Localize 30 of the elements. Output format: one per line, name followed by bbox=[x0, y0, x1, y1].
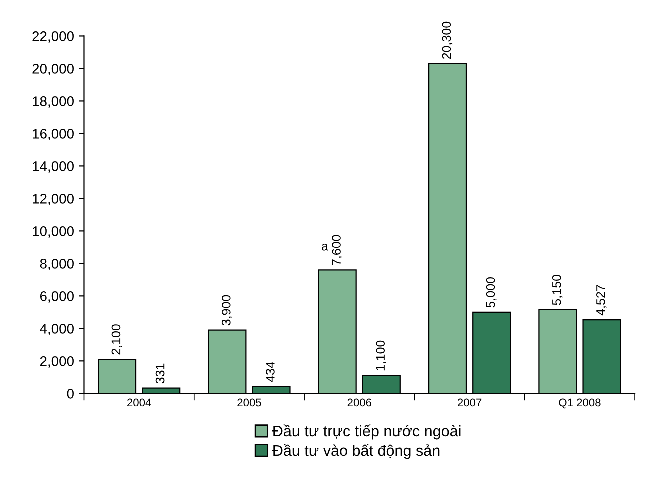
text: 5,000 bbox=[486, 277, 497, 308]
text: 5,150 bbox=[552, 275, 563, 306]
x-tick-label: 2006 bbox=[348, 398, 372, 407]
text: 1,100 bbox=[376, 340, 387, 371]
legend-label: Đầu tư trực tiếp nước ngoài bbox=[272, 424, 461, 440]
y-tick-label: 22,000 bbox=[32, 32, 74, 44]
y-tick-label: 4,000 bbox=[40, 324, 74, 336]
text: 2,100 bbox=[112, 324, 122, 355]
text: 7,600 bbox=[332, 235, 342, 266]
legend-label: Đầu tư vào bất động sản bbox=[272, 444, 440, 460]
y-tick-label: 16,000 bbox=[33, 129, 74, 141]
y-tick-label: 6,000 bbox=[40, 292, 74, 303]
text: 4,527 bbox=[596, 285, 607, 316]
y-tick-label: 12,000 bbox=[33, 194, 74, 206]
x-tick-label: Q1 2008 bbox=[559, 398, 601, 409]
y-tick-label: 18,000 bbox=[33, 96, 74, 108]
x-tick-label: 2007 bbox=[458, 398, 482, 407]
text: 331 bbox=[156, 364, 165, 384]
text: 3,900 bbox=[222, 295, 232, 326]
y-tick-label: 8,000 bbox=[40, 259, 74, 270]
y-tick-label: 10,000 bbox=[33, 226, 74, 238]
x-tick-label: 2004 bbox=[128, 398, 152, 407]
y-tick-label: 0 bbox=[67, 388, 74, 399]
y-tick-label: 20,000 bbox=[32, 64, 74, 76]
annotation: a bbox=[322, 244, 328, 251]
x-tick-label: 2005 bbox=[238, 398, 262, 407]
y-tick-label: 2,000 bbox=[40, 356, 74, 368]
text: 434 bbox=[266, 362, 275, 382]
text: 20,300 bbox=[442, 22, 453, 60]
y-tick-label: 14,000 bbox=[33, 162, 74, 174]
